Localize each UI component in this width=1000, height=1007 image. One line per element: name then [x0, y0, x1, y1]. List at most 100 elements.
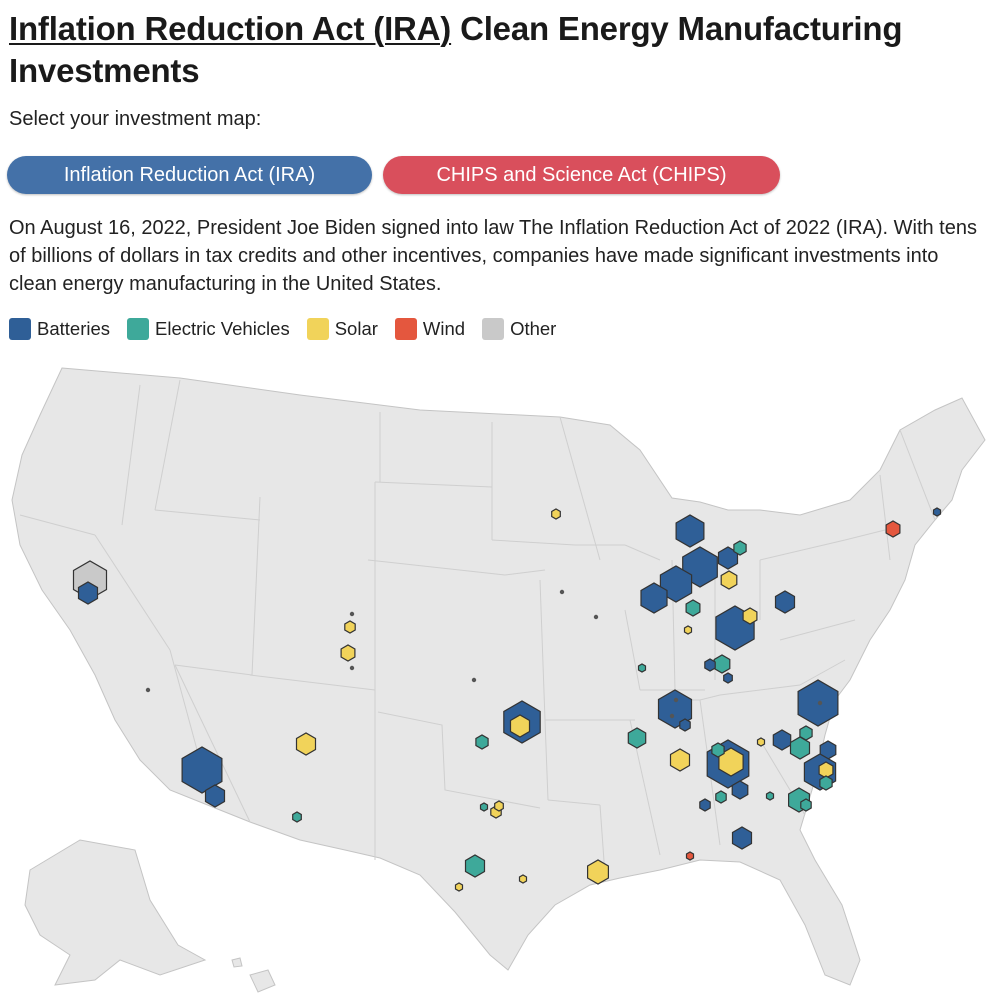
battery-investment-marker[interactable] — [657, 689, 693, 729]
battery-investment-marker[interactable] — [204, 784, 226, 808]
ev-investment-marker[interactable] — [685, 599, 701, 617]
wind-investment-marker[interactable] — [885, 520, 901, 538]
battery-investment-marker[interactable] — [932, 507, 942, 517]
solar-investment-marker[interactable] — [756, 737, 766, 747]
wind-swatch — [394, 318, 417, 340]
small-investment-dot — [349, 611, 355, 617]
ev-investment-marker[interactable] — [292, 811, 302, 823]
small-investment-dots — [145, 589, 823, 719]
other-swatch — [482, 318, 505, 340]
legend-label: Batteries — [37, 318, 111, 339]
battery-investment-marker[interactable] — [704, 658, 716, 672]
battery-investment-marker[interactable] — [723, 672, 733, 684]
battery-investment-marker[interactable] — [77, 581, 99, 605]
state-border — [491, 539, 576, 546]
ev-investment-marker[interactable] — [733, 540, 747, 556]
ev-investment-marker[interactable] — [713, 654, 731, 674]
state-border — [249, 674, 376, 691]
state-border — [121, 384, 141, 526]
solar-investment-marker[interactable] — [720, 570, 738, 590]
alaska-outline — [24, 839, 207, 986]
battery-investment-marker[interactable] — [772, 729, 792, 751]
us-landmass — [11, 367, 986, 993]
battery-investment-marker[interactable] — [699, 798, 711, 812]
state-border — [174, 664, 253, 676]
state-border — [547, 799, 601, 806]
state-border — [844, 529, 886, 541]
title-link[interactable]: Inflation Reduction Act (IRA) — [9, 10, 452, 47]
hawaii-island — [249, 969, 276, 993]
state-border — [559, 416, 601, 561]
chips-map-button[interactable]: CHIPS and Science Act (CHIPS) — [383, 156, 780, 194]
state-border — [174, 664, 251, 823]
state-border — [377, 711, 541, 809]
state-border — [799, 659, 846, 686]
small-investment-dot — [559, 589, 565, 595]
ev-investment-marker[interactable] — [799, 725, 813, 741]
legend-item-electric-vehicles[interactable]: Electric Vehicles — [127, 318, 290, 340]
solar-investment-marker[interactable] — [494, 800, 504, 812]
battery-investment-marker[interactable] — [731, 780, 749, 800]
ev-investment-marker[interactable] — [464, 854, 486, 878]
legend-label: Other — [510, 318, 557, 339]
state-border — [504, 569, 546, 576]
investment-markers[interactable] — [72, 507, 942, 892]
solar-investment-marker[interactable] — [454, 882, 464, 892]
battery-investment-marker[interactable] — [774, 590, 796, 614]
legend-item-wind[interactable]: Wind — [394, 318, 465, 340]
description: On August 16, 2022, President Joe Biden … — [9, 217, 977, 295]
us-investment-map[interactable] — [0, 350, 1000, 1007]
page-title: Inflation Reduction Act (IRA) Clean Ener… — [9, 8, 989, 92]
battery-investment-marker[interactable] — [675, 514, 705, 548]
state-border — [94, 534, 171, 651]
ev-investment-marker[interactable] — [800, 798, 812, 812]
solar-investment-marker[interactable] — [340, 644, 356, 662]
state-border — [779, 619, 856, 641]
solar-investment-marker[interactable] — [718, 747, 744, 777]
small-investment-dot — [145, 687, 151, 693]
battery-investment-marker[interactable] — [181, 746, 223, 794]
state-border — [251, 496, 261, 676]
legend-item-solar[interactable]: Solar — [306, 318, 378, 340]
battery-investment-marker[interactable] — [717, 546, 739, 570]
ira-map-button[interactable]: Inflation Reduction Act (IRA) — [7, 156, 372, 194]
legend-label: Electric Vehicles — [155, 318, 290, 339]
ev-investment-marker[interactable] — [627, 727, 647, 749]
ev-investment-marker[interactable] — [711, 742, 725, 758]
legend: Batteries Electric Vehicles Solar Wind O… — [9, 318, 573, 340]
solar-investment-marker[interactable] — [344, 620, 356, 634]
battery-investment-marker[interactable] — [679, 718, 691, 732]
solar-swatch — [306, 318, 329, 340]
legend-item-other[interactable]: Other — [482, 318, 556, 340]
battery-investment-marker[interactable] — [731, 826, 753, 850]
ev-investment-marker[interactable] — [819, 775, 833, 791]
ev-investment-marker[interactable] — [475, 734, 489, 750]
wind-investment-marker[interactable] — [685, 851, 695, 861]
small-investment-dot — [471, 677, 477, 683]
ev-investment-marker[interactable] — [765, 791, 775, 801]
ev-investment-marker[interactable] — [637, 663, 647, 673]
state-border — [759, 539, 846, 561]
batteries-swatch — [9, 318, 31, 340]
state-border — [624, 609, 641, 691]
small-investment-dot — [669, 713, 675, 719]
solar-investment-marker[interactable] — [295, 732, 317, 756]
solar-investment-marker[interactable] — [683, 625, 693, 635]
solar-investment-marker[interactable] — [518, 874, 528, 884]
solar-investment-marker[interactable] — [742, 607, 758, 625]
ev-investment-marker[interactable] — [715, 790, 727, 804]
state-border — [367, 559, 506, 576]
hawaii-island — [231, 957, 243, 968]
state-border — [19, 514, 96, 536]
solar-investment-marker[interactable] — [669, 748, 691, 772]
state-border — [154, 379, 181, 511]
solar-investment-marker[interactable] — [551, 508, 561, 520]
solar-investment-marker[interactable] — [586, 859, 610, 885]
ev-investment-marker[interactable] — [479, 802, 489, 812]
legend-item-batteries[interactable]: Batteries — [9, 318, 110, 340]
battery-investment-marker[interactable] — [640, 582, 668, 614]
solar-investment-marker[interactable] — [818, 761, 834, 779]
state-border — [154, 509, 261, 521]
state-border — [879, 474, 891, 561]
solar-investment-marker[interactable] — [509, 714, 531, 738]
